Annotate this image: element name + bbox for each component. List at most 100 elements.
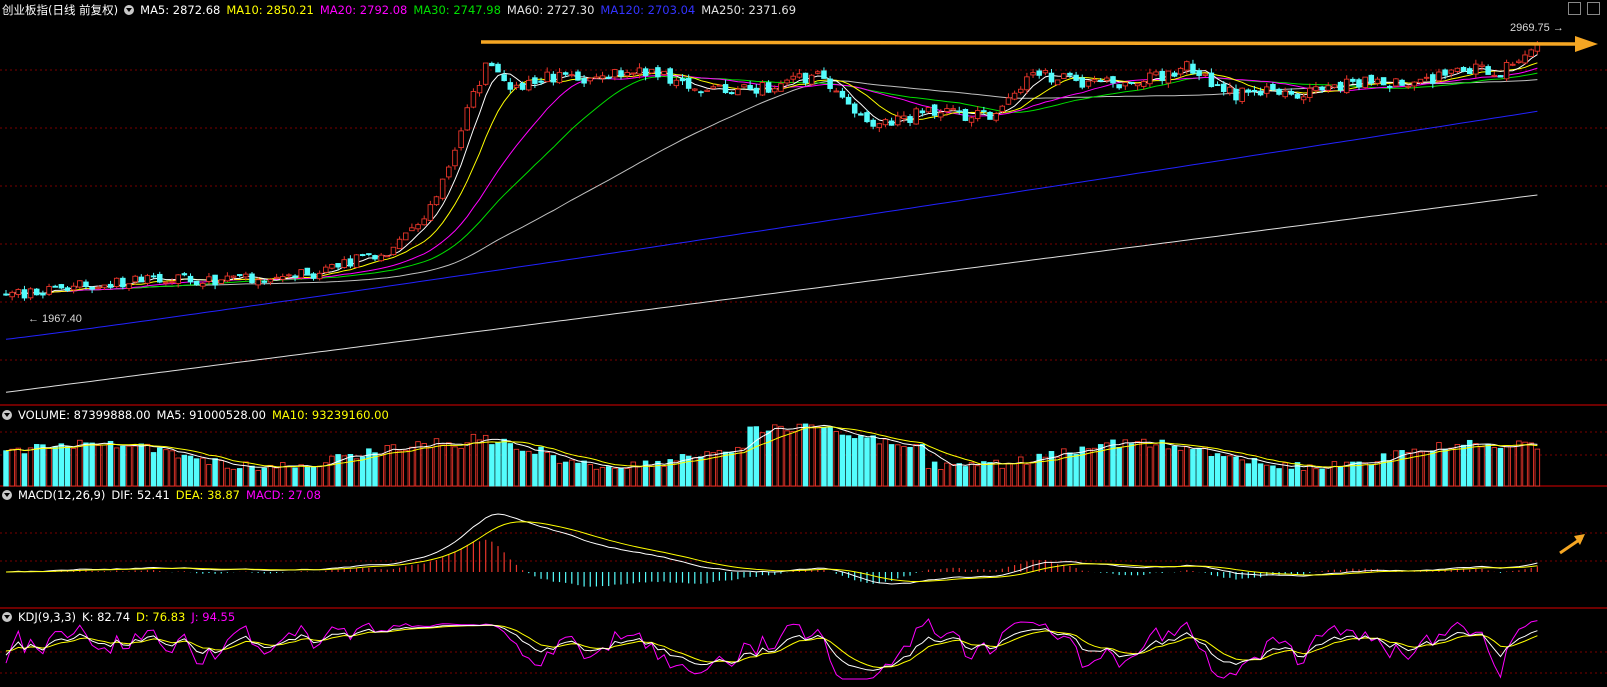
candle-body (925, 107, 932, 113)
volume-bar (1380, 453, 1387, 487)
volume-bar (587, 464, 594, 487)
volume-bar (403, 449, 409, 487)
candle-body (310, 273, 317, 279)
volume-bar (925, 468, 932, 487)
volume-bar (692, 457, 698, 487)
ma120-label: MA120: 2703.04 (600, 3, 696, 17)
candle-body (150, 275, 157, 278)
candle-body (1380, 77, 1387, 86)
volume-bar (236, 468, 243, 487)
ma5-line (5, 54, 1538, 296)
candle-body (605, 76, 612, 79)
dea-label: DEA: 38.87 (175, 488, 241, 502)
volume-label: VOLUME: 87399888.00 (18, 408, 151, 422)
volume-bar (1073, 453, 1079, 487)
candle-body (46, 286, 52, 295)
candle-body (950, 108, 956, 111)
candle-body (593, 76, 600, 79)
candle-body (77, 280, 83, 288)
volume-bar (1473, 443, 1479, 487)
candle-body (1479, 64, 1485, 68)
dropdown-icon[interactable] (2, 612, 12, 622)
macd-dif-line (5, 513, 1538, 585)
candle-body (649, 68, 655, 74)
volume-bar (938, 469, 944, 487)
volume-bar (181, 454, 188, 487)
volume-bar (1276, 468, 1282, 487)
kdj-d-line (5, 624, 1538, 669)
candle-body (200, 282, 206, 287)
volume-bar (1005, 462, 1012, 487)
volume-bar (1239, 459, 1245, 487)
volume-bar (1516, 440, 1522, 487)
candle-body (784, 79, 790, 84)
candle-body (612, 69, 618, 78)
volume-bar (353, 458, 360, 487)
candle-body (304, 267, 311, 276)
volume-bar (169, 450, 175, 487)
volume-bar (575, 462, 581, 487)
vol-ma10-label: MA10: 93239160.00 (271, 408, 389, 422)
volume-bar (544, 452, 550, 487)
candle-body (181, 273, 188, 276)
ma30-label: MA30: 2747.98 (413, 3, 501, 17)
volume-bar (187, 455, 194, 487)
candle-body (655, 67, 661, 78)
volume-bar (821, 426, 827, 487)
volume-bar (1024, 463, 1030, 487)
dropdown-icon[interactable] (124, 5, 135, 15)
ma250-label: MA250: 2371.69 (701, 3, 797, 17)
candle-body (1368, 74, 1375, 84)
k-label: K: 82.74 (82, 610, 131, 624)
minimize-button[interactable] (1568, 2, 1581, 15)
volume-bar (458, 447, 464, 487)
volume-bar (243, 461, 249, 487)
vol-ma5-label: MA5: 91000528.00 (156, 408, 266, 422)
volume-bar (495, 442, 501, 487)
volume-bar (292, 467, 298, 487)
candle-body (741, 84, 747, 88)
volume-bar (1067, 452, 1073, 487)
volume-bar (1430, 450, 1436, 487)
volume-bar (1423, 451, 1430, 487)
volume-bar (150, 452, 157, 487)
volume-bar (433, 438, 440, 487)
volume-bar (273, 467, 280, 487)
volume-bar (1288, 468, 1295, 487)
volume-bar (261, 467, 268, 487)
volume-bar (950, 463, 956, 487)
volume-ma5-line (5, 424, 1538, 469)
volume-bar (1196, 448, 1202, 487)
dropdown-icon[interactable] (2, 410, 12, 420)
j-label: J: 94.55 (191, 610, 236, 624)
volume-bar (439, 444, 446, 487)
candle-body (58, 284, 65, 289)
volume-bar (1307, 464, 1313, 487)
candle-body (661, 70, 667, 75)
volume-bar (642, 460, 649, 487)
candle-body (378, 254, 384, 262)
volume-bar (1350, 461, 1356, 487)
volume-bar (685, 455, 692, 487)
volume-bar (1319, 468, 1325, 487)
candle-body (1350, 78, 1356, 82)
volume-bar (1251, 457, 1258, 487)
macd-arrow-head (1574, 534, 1585, 545)
candle-body (243, 273, 249, 278)
maximize-button[interactable] (1587, 2, 1600, 15)
volume-bar (1042, 456, 1049, 487)
candle-body (556, 71, 563, 84)
volume-bar (593, 468, 600, 487)
high-price-label: 2969.75 → (1510, 22, 1564, 34)
candle-body (845, 96, 852, 105)
dropdown-icon[interactable] (2, 490, 12, 500)
candle-body (1454, 67, 1461, 72)
volume-bar (83, 442, 89, 487)
volume-bar (839, 434, 846, 487)
volume-bar (446, 442, 452, 487)
candle-body (15, 289, 22, 295)
volume-bar (1325, 467, 1331, 487)
candle-body (464, 107, 471, 131)
candle-body (1122, 82, 1129, 87)
